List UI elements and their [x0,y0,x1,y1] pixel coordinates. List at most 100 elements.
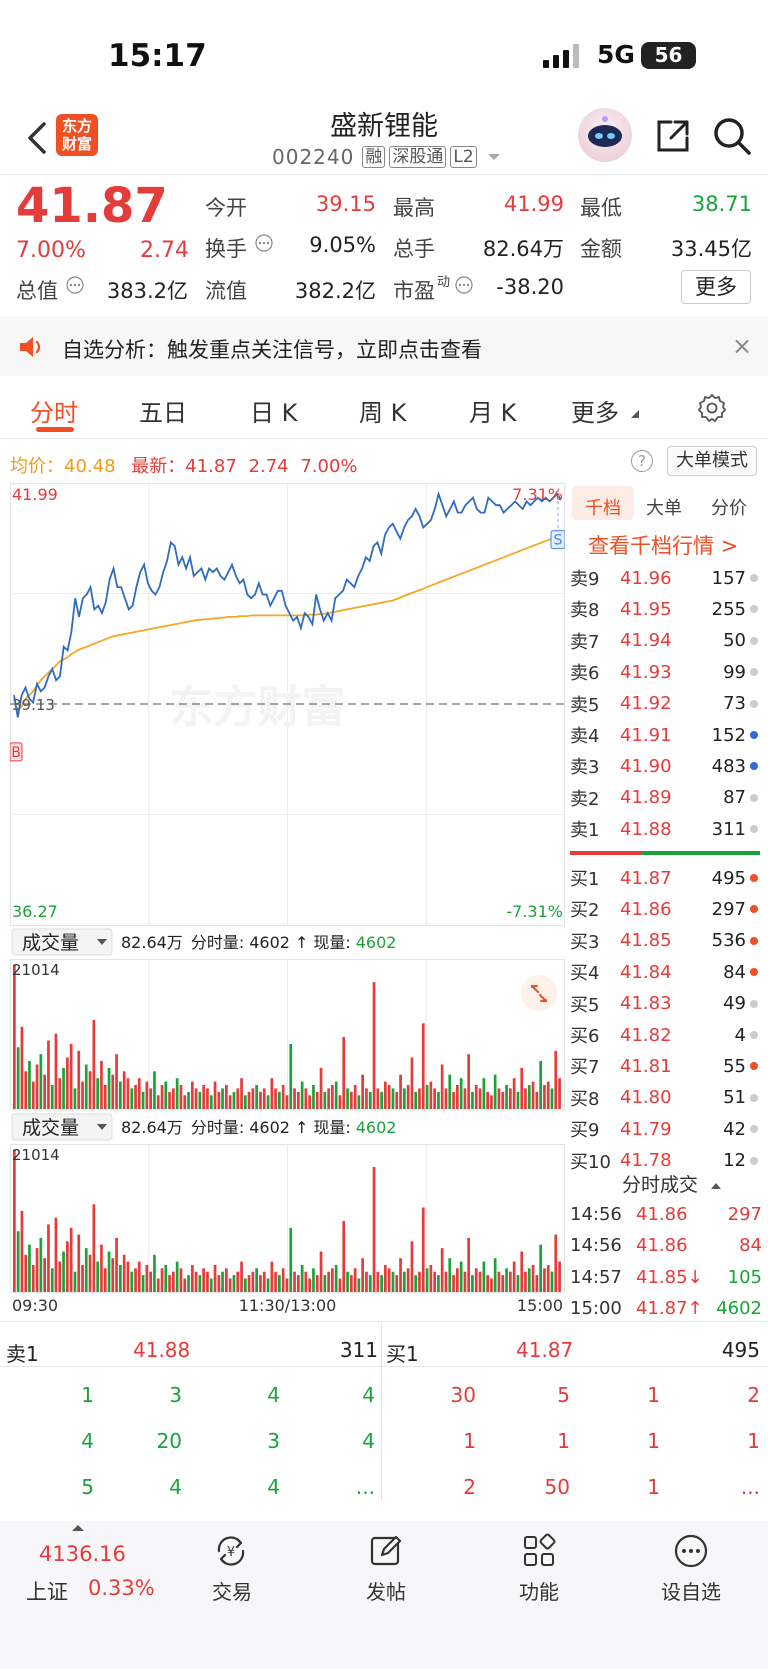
search-icon[interactable] [712,116,752,156]
notice-text[interactable]: 自选分析：触发重点关注信号，立即点击查看 [62,338,482,362]
bid-price: 41.78 [620,1150,672,1172]
xian-label: 现量: [313,933,350,952]
bid-row[interactable]: 买2 41.86 297 [570,894,762,924]
volume-dropdown[interactable] [11,1113,113,1141]
ask-row[interactable]: 卖4 41.91 152 [570,720,762,750]
queue-bid-order: 1 [557,1429,570,1453]
add-watchlist-icon[interactable] [673,1533,709,1569]
volume-bar [459,1261,463,1292]
volume-bar [357,1095,361,1109]
tab-five-day[interactable]: 五日 [139,399,187,427]
order-dot [750,762,758,771]
nav-add-watchlist[interactable]: 设自选 [661,1580,721,1604]
volume-bar [191,1081,194,1109]
volume-header-a[interactable]: 成交量 82.64万 分时量: 4602 ↑ 现量: 4602 [11,928,396,956]
ask-row[interactable]: 卖9 41.96 157 [570,563,762,593]
ask-row[interactable]: 卖3 41.90 483 [570,751,762,781]
index-value[interactable]: 4136.16 [39,1542,126,1566]
volume-bar [433,1271,436,1292]
tab-big-order[interactable]: 大单 [646,498,682,519]
bid-row[interactable]: 买3 41.85 536 [570,926,762,956]
tab-monthly-k[interactable]: 月 K [469,399,517,427]
index-name[interactable]: 上证 [26,1580,68,1604]
bid-row[interactable]: 买4 41.84 84 [570,957,762,987]
nav-functions[interactable]: 功能 [519,1580,559,1604]
tab-thousand-level[interactable]: 千档 [585,498,621,519]
volume-bar [315,1091,319,1109]
trade-price: 41.87↑ [636,1298,703,1319]
nav-trade[interactable]: 交易 [212,1580,252,1604]
nav-post[interactable]: 发帖 [366,1580,406,1604]
prev-close-label: 39.13 [12,696,55,714]
bid-row[interactable]: 买7 41.81 55 [570,1051,762,1081]
more-button[interactable]: 更多 [681,270,751,304]
volume-bar [73,1271,77,1292]
volume-bar [319,1251,323,1292]
volume-bar [66,1057,69,1109]
gear-icon[interactable] [697,393,727,423]
bid-row[interactable]: 买1 41.87 495 [570,863,762,893]
tab-more[interactable]: 更多 [571,399,619,427]
info-icon[interactable] [455,276,473,294]
bid-row[interactable]: 买5 41.83 49 [570,989,762,1019]
speaker-icon [20,337,41,357]
ask-row[interactable]: 卖5 41.92 73 [570,689,762,719]
share-icon[interactable] [655,118,691,154]
bid-row[interactable]: 买6 41.82 4 [570,1020,762,1050]
tab-weekly-k[interactable]: 周 K [359,399,407,427]
bid-row[interactable]: 买10 41.78 12 [570,1146,762,1176]
expand-icon[interactable] [521,975,557,1011]
trade-row[interactable]: 15:00 41.87↑ 4602 [570,1294,762,1324]
bid-volume: 42 [723,1118,746,1140]
trade-icon[interactable]: ¥ [213,1533,249,1569]
ask-row[interactable]: 卖8 41.95 255 [570,594,762,624]
trades-title[interactable]: 分时成交 [622,1170,722,1197]
trade-row[interactable]: 14:56 41.86 297 [570,1199,762,1229]
back-icon[interactable] [22,118,52,158]
volume-bar [478,1271,482,1292]
volume-bar [520,1067,524,1109]
trade-row[interactable]: 14:57 41.85↓ 105 [570,1262,762,1292]
ask-row[interactable]: 卖6 41.93 99 [570,657,762,687]
ask-volume: 157 [711,567,746,589]
post-icon[interactable] [368,1533,404,1569]
volume-bar [323,1275,327,1292]
thousand-level-link[interactable]: 查看千档行情 > [588,534,739,558]
close-icon[interactable]: × [732,332,753,360]
expand-arrows [531,985,547,1002]
index-pct[interactable]: 0.33% [88,1576,155,1600]
volume-max-label: 21014 [12,961,60,979]
info-icon[interactable] [255,234,273,252]
app-logo: 东方财富 [56,114,98,156]
sell-marker[interactable] [550,530,565,550]
functions-icon[interactable] [521,1533,557,1569]
notice-bar[interactable] [0,316,768,376]
volume-bar [20,1210,24,1292]
stock-code-row[interactable]: 002240 融 深股通 L2 [272,145,501,169]
volume-header-b[interactable]: 成交量 82.64万 分时量: 4602 ↑ 现量: 4602 [11,1113,396,1141]
avg-price-value: 40.48 [64,456,116,477]
buy-marker[interactable] [10,742,23,762]
volume-bar [384,1265,387,1292]
change-percent: 7.00% [16,238,86,263]
label-pe: 市盈 [393,279,435,303]
ask-row[interactable]: 卖2 41.89 87 [570,783,762,813]
intraday-chart[interactable]: 东方财富 41.99 36.27 39.13 7.31% -7.31% B S 成交量 82.64… [10,483,565,1313]
help-icon[interactable]: ? [631,450,653,472]
trade-row[interactable]: 14:56 41.86 84 [570,1231,762,1261]
tab-price-distribution[interactable]: 分价 [711,498,747,519]
ask-row[interactable]: 卖7 41.94 50 [570,626,762,656]
volume-dropdown[interactable] [11,928,113,956]
tab-daily-k[interactable]: 日 K [250,399,298,427]
tab-intraday[interactable]: 分时 [30,399,78,427]
ask-volume: 99 [723,661,746,683]
volume-bar [399,1258,402,1292]
robot-assistant-icon[interactable] [578,108,632,162]
ask-row[interactable]: 卖1 41.88 311 [570,814,762,844]
bid-row[interactable]: 买8 41.80 51 [570,1083,762,1113]
volume-bar [471,1275,474,1292]
bid-row[interactable]: 买9 41.79 42 [570,1114,762,1144]
big-order-mode-button[interactable]: 大单模式 [667,446,757,476]
info-icon[interactable] [66,276,84,294]
volume-bar [357,1278,361,1292]
